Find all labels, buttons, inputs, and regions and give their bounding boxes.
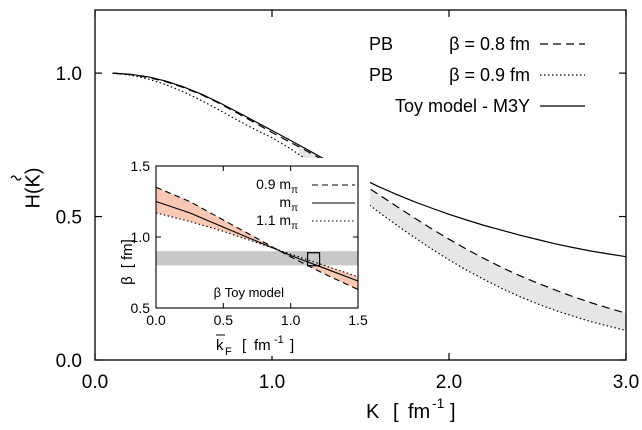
inset-series-line-1 [155, 186, 359, 290]
y-tick-label: 1.0 [56, 64, 82, 85]
inset-y-axis-unit: fm [119, 243, 136, 260]
inset-toy-model-band [156, 251, 358, 266]
inset-toy-model-label: β Toy model [214, 285, 284, 300]
y-axis-label-tilde [10, 175, 22, 181]
y-tick-label: 0.5 [56, 208, 82, 229]
main-legend: PB β = 0.8 fm PB β = 0.9 fm Toy model - … [369, 34, 585, 116]
inset-x-tick-label: 0.0 [146, 312, 166, 328]
inset-legend-3: 1.1 mπ [256, 212, 298, 232]
inset-y-tick-label: 0.5 [131, 300, 151, 316]
legend-entry-2-param: β = 0.9 fm [449, 65, 530, 85]
svg-text:β[fm]: β[fm] [119, 239, 136, 285]
main-ticks-group: 0.0 1.0 2.0 3.00.00.51.0 [56, 10, 639, 393]
inset-legend-2: mπ [279, 194, 298, 214]
inset-x-axis-unit-exp: -1 [274, 334, 284, 346]
inset-ticks-group: 0.0 0.5 1.0 1.50.51.01.5 [131, 158, 368, 328]
x-axis-label-unit-exp: -1 [432, 395, 445, 411]
x-axis-label-bracket-open: [ [393, 401, 399, 423]
main-plot-frame [94, 9, 627, 361]
x-tick-label: 3.0 [613, 372, 639, 393]
inset-x-axis-bracket-close: ] [290, 337, 294, 354]
inset-x-axis-label: k F [ fm -1 ] [216, 334, 294, 358]
y-axis-label: H(K) [22, 167, 44, 208]
inset-x-axis-bracket-open: [ [242, 337, 247, 354]
x-tick-label: 2.0 [436, 372, 462, 393]
inset-legend: 0.9 mπ mπ 1.1 mπ [256, 176, 355, 232]
x-axis-label-var: K [366, 401, 380, 423]
x-tick-label: 1.0 [259, 372, 285, 393]
inset-y-tick-label: 1.5 [131, 158, 151, 174]
inset-x-axis-sub: F [225, 346, 232, 358]
inset-chart: 0.0 0.5 1.0 1.50.51.01.5 β Toy model β[fm] … [116, 158, 370, 358]
inset-x-tick-label: 1.0 [281, 312, 301, 328]
inset-x-tick-label: 1.5 [348, 312, 368, 328]
legend-entry-3-name: Toy model - M3Y [395, 96, 530, 116]
inset-series-group [155, 186, 359, 290]
x-axis-label-bracket-close: ] [450, 401, 456, 423]
y-tick-label: 0.0 [56, 351, 82, 372]
legend-entry-1-name: PB [369, 34, 393, 54]
inset-series-line-2 [155, 200, 359, 282]
inset-legend-1: 0.9 mπ [256, 176, 298, 196]
legend-entry-1-param: β = 0.8 fm [449, 34, 530, 54]
x-tick-label: 0.0 [82, 372, 108, 393]
inset-x-tick-label: 0.5 [214, 312, 234, 328]
inset-series-line-3 [155, 212, 359, 278]
inset-y-axis-var: β [119, 276, 136, 285]
inset-marker-box [306, 252, 321, 267]
inset-x-axis-unit: fm [254, 337, 271, 354]
x-axis-label: K [ fm -1 ] [366, 395, 456, 423]
inset-x-axis-var: k [216, 337, 224, 354]
legend-entry-2-name: PB [369, 65, 393, 85]
x-axis-label-unit: fm [408, 401, 430, 423]
inset-y-axis-label: β[fm] [119, 239, 136, 285]
inset-y-tick-label: 1.0 [131, 229, 151, 245]
